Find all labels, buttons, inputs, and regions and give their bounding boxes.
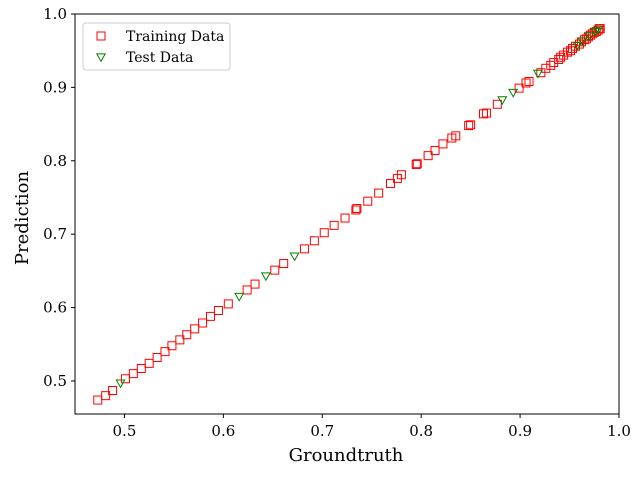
x-axis-label: Groundtruth — [289, 445, 404, 466]
training-data-point — [182, 330, 192, 340]
legend-entry-label: Test Data — [126, 50, 193, 66]
training-data-point — [270, 265, 280, 275]
training-data-point — [223, 299, 233, 309]
training-data-point — [374, 188, 384, 198]
training-data-point — [319, 228, 329, 238]
y-tick-label: 0.6 — [43, 299, 67, 317]
x-tick-label: 1.0 — [607, 422, 631, 440]
y-tick-label: 1.0 — [43, 5, 67, 23]
y-tick-label: 0.9 — [43, 78, 67, 96]
training-data-point — [190, 324, 200, 334]
test-data-point — [584, 32, 595, 42]
training-data-point — [136, 363, 146, 373]
series-training-data — [93, 24, 605, 405]
training-data-point — [329, 220, 339, 230]
test-data-point — [593, 25, 604, 35]
test-data-point — [508, 88, 519, 98]
training-data-point — [175, 335, 185, 345]
test-data-point — [572, 41, 583, 51]
x-tick-label: 0.5 — [113, 422, 137, 440]
training-data-point — [152, 352, 162, 362]
plot-frame — [74, 13, 620, 415]
training-data-point — [549, 57, 559, 67]
training-data-point — [481, 108, 491, 118]
training-data-point — [430, 146, 440, 156]
training-data-point — [514, 83, 524, 93]
training-data-point — [340, 213, 350, 223]
training-data-point — [242, 285, 252, 295]
training-data-point — [541, 63, 551, 73]
training-data-point — [546, 60, 556, 70]
training-data-point — [423, 151, 433, 161]
test-data-point — [234, 292, 245, 302]
series-test-data — [115, 25, 604, 389]
training-data-point — [478, 109, 488, 119]
test-data-point — [289, 252, 300, 262]
test-data-point — [497, 96, 508, 106]
training-data-point — [521, 78, 531, 88]
axes-layer: 0.5 0.6 0.7 0.8 0.9 1.0 0.5 0.6 0.7 0.8 0.9 1.0 — [43, 5, 631, 440]
training-data-point — [213, 306, 223, 316]
training-data-point — [556, 52, 566, 62]
test-data-point — [532, 69, 543, 79]
training-data-point — [412, 159, 422, 169]
legend-test-marker — [95, 53, 107, 63]
training-data-point — [466, 120, 476, 130]
x-tick-label: 0.9 — [508, 422, 532, 440]
training-data-point — [351, 205, 361, 215]
x-tick-label: 0.8 — [409, 422, 433, 440]
training-data-point — [144, 358, 154, 368]
training-data-point — [120, 374, 130, 384]
training-data-point — [299, 244, 309, 254]
test-data-point — [115, 379, 126, 389]
training-data-point — [438, 139, 448, 149]
legend-box — [82, 22, 231, 71]
y-tick-label: 0.8 — [43, 152, 67, 170]
legend-entry-label: Training Data — [126, 29, 224, 45]
training-data-point — [206, 311, 216, 321]
training-data-point — [128, 369, 138, 379]
training-data-point — [108, 386, 118, 396]
training-data-point — [396, 170, 406, 180]
training-data-point — [386, 179, 396, 189]
training-data-point — [309, 236, 319, 246]
training-data-point — [198, 318, 208, 328]
y-tick-label: 0.7 — [43, 225, 67, 243]
y-axis-label: Prediction — [12, 171, 33, 266]
x-tick-label: 0.6 — [211, 422, 235, 440]
training-data-point — [160, 347, 170, 357]
training-data-point — [167, 341, 177, 351]
training-data-point — [363, 196, 373, 206]
training-data-point — [524, 77, 534, 87]
test-data-point — [577, 37, 588, 47]
points-layer — [93, 24, 605, 405]
training-data-point — [464, 121, 474, 131]
y-tick-label: 0.5 — [43, 372, 67, 390]
legend: Training Data Test Data — [82, 22, 231, 71]
training-data-point — [279, 259, 289, 269]
training-data-point — [451, 131, 461, 141]
training-data-point — [352, 203, 362, 213]
legend-training-marker — [96, 31, 106, 41]
training-data-point — [250, 279, 260, 289]
training-data-point — [411, 159, 421, 169]
training-data-point — [101, 391, 111, 401]
test-data-point — [260, 272, 271, 282]
training-data-point — [492, 99, 502, 109]
x-tick-label: 0.7 — [310, 422, 334, 440]
